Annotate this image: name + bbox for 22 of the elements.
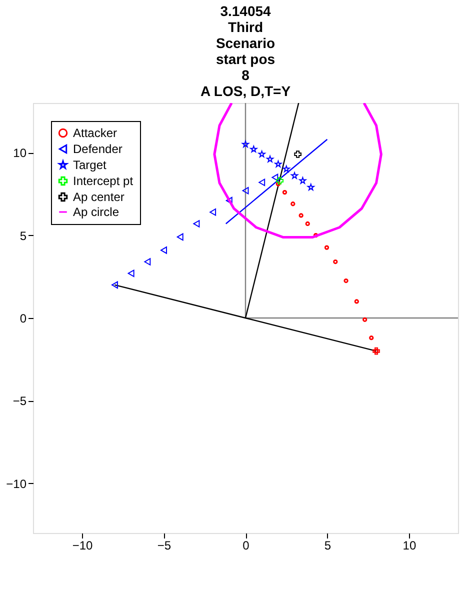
legend-label: Intercept pt (73, 174, 134, 188)
text: Scenario (216, 35, 276, 51)
y-tick-label: −10 (6, 476, 27, 491)
text: start pos (216, 51, 276, 67)
legend-label: Ap center (73, 190, 124, 204)
y-tick-label: 5 (20, 228, 27, 243)
text: 8 (242, 67, 250, 83)
text: 3.14054 (220, 3, 271, 19)
x-tick-label: −10 (72, 538, 94, 552)
text: A LOS, D,T=Y (200, 83, 291, 99)
x-tick-label: −5 (157, 538, 172, 552)
legend-label: Attacker (73, 126, 118, 140)
legend-label: Defender (73, 142, 122, 156)
y-tick-label: −5 (12, 394, 27, 408)
legend-label: Ap circle (73, 205, 120, 219)
x-tick-label: 0 (242, 538, 250, 552)
x-tick-label: 10 (402, 538, 416, 552)
y-tick-label: 0 (20, 312, 27, 326)
legend-label: Target (73, 158, 108, 172)
y-tick-label: 10 (13, 146, 27, 160)
x-tick-label: 5 (324, 538, 332, 552)
text: Third (228, 19, 263, 35)
